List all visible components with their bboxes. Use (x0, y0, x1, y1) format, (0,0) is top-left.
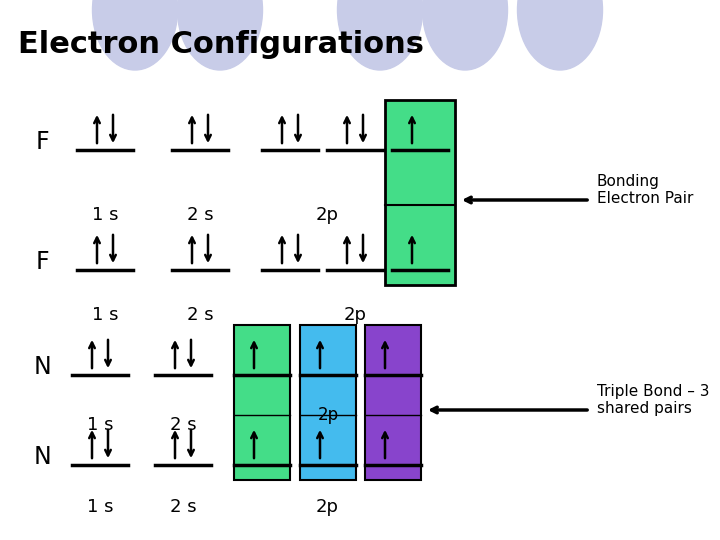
Text: Triple Bond – 3
shared pairs: Triple Bond – 3 shared pairs (597, 384, 709, 416)
Text: F: F (35, 130, 49, 154)
Bar (300, 325, 356, 480)
Ellipse shape (92, 0, 178, 70)
Text: F: F (35, 250, 49, 274)
Text: 2p: 2p (316, 498, 339, 516)
Text: 2 s: 2 s (170, 416, 197, 434)
Text: 2p: 2p (343, 306, 366, 324)
Text: 2 s: 2 s (170, 498, 197, 516)
Text: 1 s: 1 s (86, 498, 113, 516)
Text: 2p: 2p (316, 206, 339, 224)
Ellipse shape (518, 0, 603, 70)
Bar (234, 325, 290, 480)
Text: 2 s: 2 s (186, 306, 213, 324)
Text: 1 s: 1 s (91, 306, 118, 324)
Text: Bonding
Electron Pair: Bonding Electron Pair (597, 174, 693, 206)
Text: Electron Configurations: Electron Configurations (18, 30, 424, 59)
Ellipse shape (178, 0, 263, 70)
Text: 2 s: 2 s (186, 206, 213, 224)
Text: N: N (33, 445, 51, 469)
Ellipse shape (338, 0, 423, 70)
Bar (365, 325, 421, 480)
Text: 2p: 2p (318, 406, 338, 424)
Text: N: N (33, 355, 51, 379)
Text: 1 s: 1 s (86, 416, 113, 434)
Ellipse shape (423, 0, 508, 70)
Text: 1 s: 1 s (91, 206, 118, 224)
Bar (385, 100, 455, 285)
